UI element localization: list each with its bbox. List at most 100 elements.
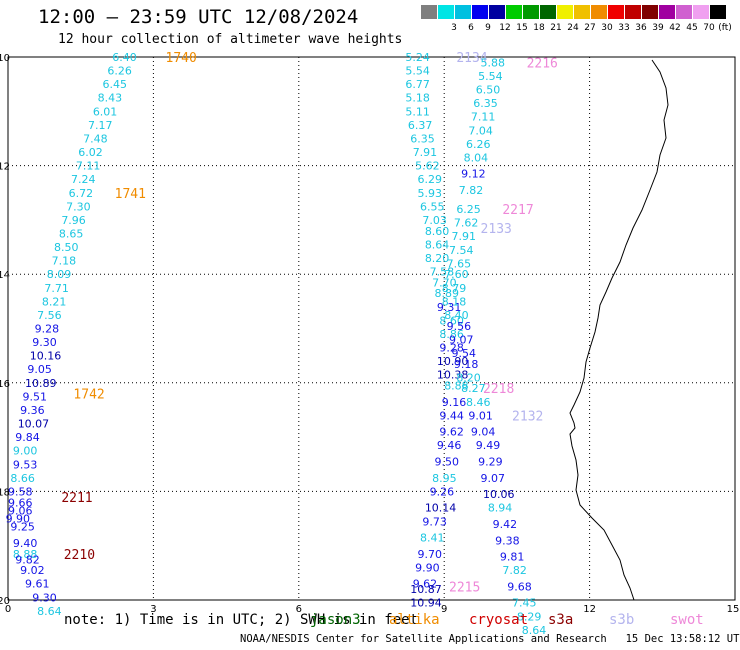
wave-height-value: 9.73 [422, 515, 447, 528]
x-tick-label: 0 [5, 604, 11, 615]
wave-height-value: 9.62 [413, 578, 438, 591]
wave-height-value: 7.56 [37, 309, 62, 322]
chart-title: 12:00 – 23:59 UTC 12/08/2024 [38, 6, 359, 28]
wave-height-value: 7.18 [52, 255, 76, 268]
wave-height-value: 6.25 [456, 203, 481, 216]
track-time-label: 2132 [512, 409, 543, 424]
x-tick-label: 12 [583, 604, 596, 615]
y-tick-label: 18 [0, 487, 10, 498]
wave-height-value: 6.35 [410, 132, 435, 145]
satellite-legend-altika: altika [389, 612, 440, 628]
wave-height-value: 9.05 [27, 363, 51, 376]
scale-swatch [676, 5, 692, 19]
wave-height-value: 9.07 [481, 472, 506, 485]
x-tick-label: 3 [150, 604, 156, 615]
wave-height-value: 9.25 [10, 521, 35, 534]
scale-swatch [455, 5, 471, 19]
wave-height-value: 10.89 [25, 377, 57, 390]
wave-height-value: 8.86 [439, 328, 464, 341]
wave-height-value: 9.51 [23, 390, 48, 403]
wave-height-value: 9.01 [468, 409, 493, 422]
wave-height-value: 9.62 [439, 426, 464, 439]
wave-height-value: 9.02 [20, 564, 45, 577]
scale-swatch [421, 5, 437, 19]
x-tick-label: 9 [441, 604, 447, 615]
wave-height-value: 9.81 [500, 551, 524, 564]
wave-height-value: 6.35 [473, 97, 498, 110]
wave-height-value: 10.94 [410, 597, 442, 610]
wave-height-value: 8.29 [517, 610, 542, 623]
wave-height-value: 6.26 [107, 65, 131, 78]
track-time-label: 2217 [502, 203, 533, 218]
wave-height-value: 9.30 [32, 336, 57, 349]
wave-height-value: 8.21 [42, 295, 67, 308]
grid [8, 57, 735, 600]
wave-height-value: 9.90 [6, 513, 31, 526]
wave-height-value: 6.72 [69, 187, 94, 200]
wave-height-value: 6.40 [112, 51, 137, 64]
wave-height-value: 10.90 [437, 355, 469, 368]
scale-label: 27 [584, 23, 596, 33]
y-tick-label: 16 [0, 379, 10, 390]
scale-label: 30 [601, 23, 613, 33]
wave-height-value: 7.45 [512, 597, 537, 610]
wave-height-value: 9.30 [32, 591, 57, 604]
credit-line: NOAA/NESDIS Center for Satellite Applica… [240, 633, 740, 645]
track-time-label: 1742 [73, 388, 104, 403]
wave-height-value: 9.07 [449, 333, 474, 346]
wave-height-value: 8.18 [442, 295, 467, 308]
wave-height-value: 5.54 [478, 70, 503, 83]
wave-height-value: 9.28 [439, 342, 464, 355]
track-labels: 1740 1741 1742 2211 2210 2134 2216 2217 2133 2218… [61, 51, 558, 595]
track-time-label: 2134 [456, 51, 487, 66]
y-tick-label: 14 [0, 270, 10, 281]
wave-height-value: 8.64 [37, 605, 62, 618]
wave-height-value: 7.17 [88, 119, 113, 132]
y-tick-label: 10 [0, 53, 10, 64]
wave-height-value: 9.46 [437, 439, 462, 452]
wave-height-value: 10.87 [410, 583, 442, 596]
wave-height-value: 7.58 [430, 265, 455, 278]
wave-height-value: 7.71 [44, 282, 69, 295]
wave-height-value: 9.68 [507, 580, 532, 593]
wave-height-value: 9.44 [439, 409, 464, 422]
track-time-label: 1740 [166, 51, 197, 66]
track-time-label: 2133 [481, 222, 512, 237]
wave-height-value: 8.60 [425, 225, 450, 238]
wave-height-value: 8.65 [59, 227, 84, 240]
wave-height-value: 9.36 [20, 404, 45, 417]
scale-label: 21 [550, 23, 562, 33]
wave-height-value: 8.79 [442, 282, 467, 295]
satellite-legend-swot: swot [670, 612, 704, 628]
wave-height-value: 9.31 [437, 301, 462, 314]
wave-height-value: 9.04 [471, 426, 496, 439]
wave-height-value: 7.60 [444, 268, 469, 281]
wave-height-value: 9.42 [493, 518, 517, 531]
x-tick-label: 6 [296, 604, 302, 615]
scale-swatch [506, 5, 522, 19]
satellite-legend-s3b: s3b [609, 612, 635, 628]
wave-height-value: 6.55 [420, 200, 445, 213]
wave-height-value: 7.62 [454, 217, 479, 230]
scale-label: 36 [635, 23, 647, 33]
wave-height-value: 7.30 [66, 200, 91, 213]
plot-frame [7, 56, 736, 601]
wave-height-value: 9.61 [25, 578, 50, 591]
axes: 0 3 6 9 12 15 10 12 14 16 18 20 [0, 53, 739, 615]
wave-height-value: 9.56 [447, 320, 472, 333]
wave-height-value: 9.40 [13, 537, 37, 550]
wave-height-value: 8.50 [54, 241, 79, 254]
wave-height-value: 7.24 [71, 173, 96, 186]
wave-height-value: 8.94 [488, 502, 513, 515]
wave-height-value: 7.03 [422, 214, 447, 227]
wave-height-value: 10.38 [437, 369, 469, 382]
scale-swatch [574, 5, 590, 19]
wave-height-value: 9.50 [435, 456, 460, 469]
scale-swatch [557, 5, 573, 19]
wave-height-value: 7.11 [471, 111, 496, 124]
wave-height-value: 6.02 [78, 146, 103, 159]
wave-height-value: 8.64 [425, 238, 450, 251]
wave-height-value: 8.41 [420, 532, 445, 545]
wave-height-value: 9.49 [476, 439, 501, 452]
scale-label: 42 [669, 23, 681, 33]
